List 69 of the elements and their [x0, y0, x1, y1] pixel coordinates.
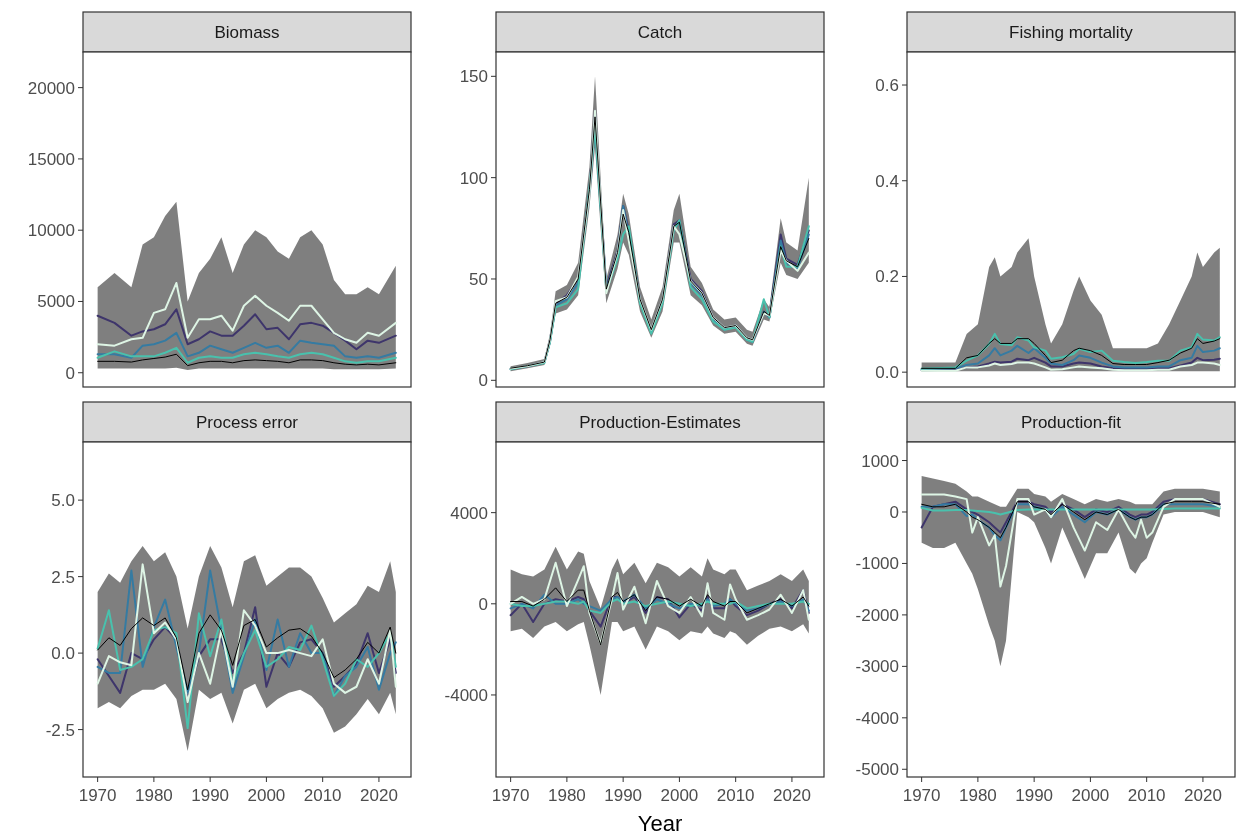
x-tick-label: 1990	[604, 786, 643, 805]
line-series	[509, 598, 810, 614]
y-tick-label: 0	[65, 363, 75, 383]
line-series	[96, 308, 397, 351]
y-tick-label: 0.0	[51, 644, 75, 664]
x-tick-label: 2000	[1071, 786, 1110, 805]
y-tick-label: -2.5	[45, 720, 75, 740]
x-tick-label: 2010	[716, 786, 755, 805]
x-tick-label: 1980	[958, 786, 997, 805]
chart-title: Process error	[195, 413, 299, 432]
x-tick-label: 1970	[902, 786, 941, 805]
x-tick-label: 2000	[660, 786, 699, 805]
line-series	[509, 561, 810, 645]
y-tick-label: -2000	[855, 605, 899, 625]
x-tick-label: 1990	[191, 786, 230, 805]
x-tick-label: 1970	[78, 786, 117, 805]
y-tick-label: 1000	[861, 451, 899, 471]
line-series	[96, 331, 397, 359]
y-tick-label: 0.6	[875, 76, 899, 96]
x-tick-label: 2000	[247, 786, 286, 805]
chart-title: Production-Estimates	[579, 413, 741, 432]
y-tick-label: 50	[469, 269, 488, 289]
x-tick-label: 1970	[491, 786, 530, 805]
y-tick-label: 20000	[27, 78, 75, 98]
y-tick-label: 0	[478, 371, 488, 391]
y-tick-label: 10000	[27, 221, 75, 241]
line-series	[920, 506, 1221, 516]
y-tick-label: -3000	[855, 657, 899, 677]
x-tick-label: 2010	[303, 786, 342, 805]
y-tick-label: 0.2	[875, 267, 899, 287]
y-tick-label: 100	[459, 168, 488, 188]
line-series	[921, 338, 1221, 369]
x-tick-label: 2020	[360, 786, 398, 805]
y-tick-label: 4000	[450, 503, 488, 523]
y-tick-label: -5000	[855, 760, 899, 780]
y-tick-label: 0.0	[875, 363, 899, 383]
x-tick-label: 2010	[1127, 786, 1166, 805]
y-tick-label: -4000	[855, 708, 899, 728]
x-tick-label: 1980	[547, 786, 586, 805]
chart-title: Fishing mortality	[1009, 23, 1134, 42]
x-axis-title: Year	[637, 811, 683, 836]
x-tick-label: 1980	[134, 786, 173, 805]
x-tick-label: 1990	[1015, 786, 1054, 805]
line-series	[509, 589, 810, 628]
line-series	[97, 614, 397, 691]
line-series	[920, 361, 1221, 372]
line-series	[96, 346, 397, 364]
x-tick-label: 2020	[773, 786, 811, 805]
y-tick-label: 0.4	[875, 171, 899, 191]
line-series	[920, 493, 1221, 588]
y-tick-label: 5.0	[51, 491, 75, 511]
y-tick-label: -1000	[855, 554, 899, 574]
chart-title: Catch	[637, 23, 683, 42]
line-series	[96, 281, 397, 347]
chart-title: Production-fit	[1020, 413, 1122, 432]
line-series	[96, 609, 397, 730]
x-tick-label: 2020	[1184, 786, 1222, 805]
y-tick-label: 15000	[27, 149, 75, 169]
y-tick-label: 0	[478, 594, 488, 614]
y-tick-label: 2.5	[51, 567, 75, 587]
y-tick-label: 0	[889, 502, 899, 522]
line-series	[97, 353, 397, 367]
y-tick-label: -4000	[444, 685, 488, 705]
y-tick-label: 5000	[37, 292, 75, 312]
line-series	[920, 332, 1221, 370]
line-series	[510, 587, 810, 646]
line-series	[509, 593, 810, 612]
y-tick-label: 150	[459, 67, 488, 87]
chart-title: Biomass	[214, 23, 280, 42]
